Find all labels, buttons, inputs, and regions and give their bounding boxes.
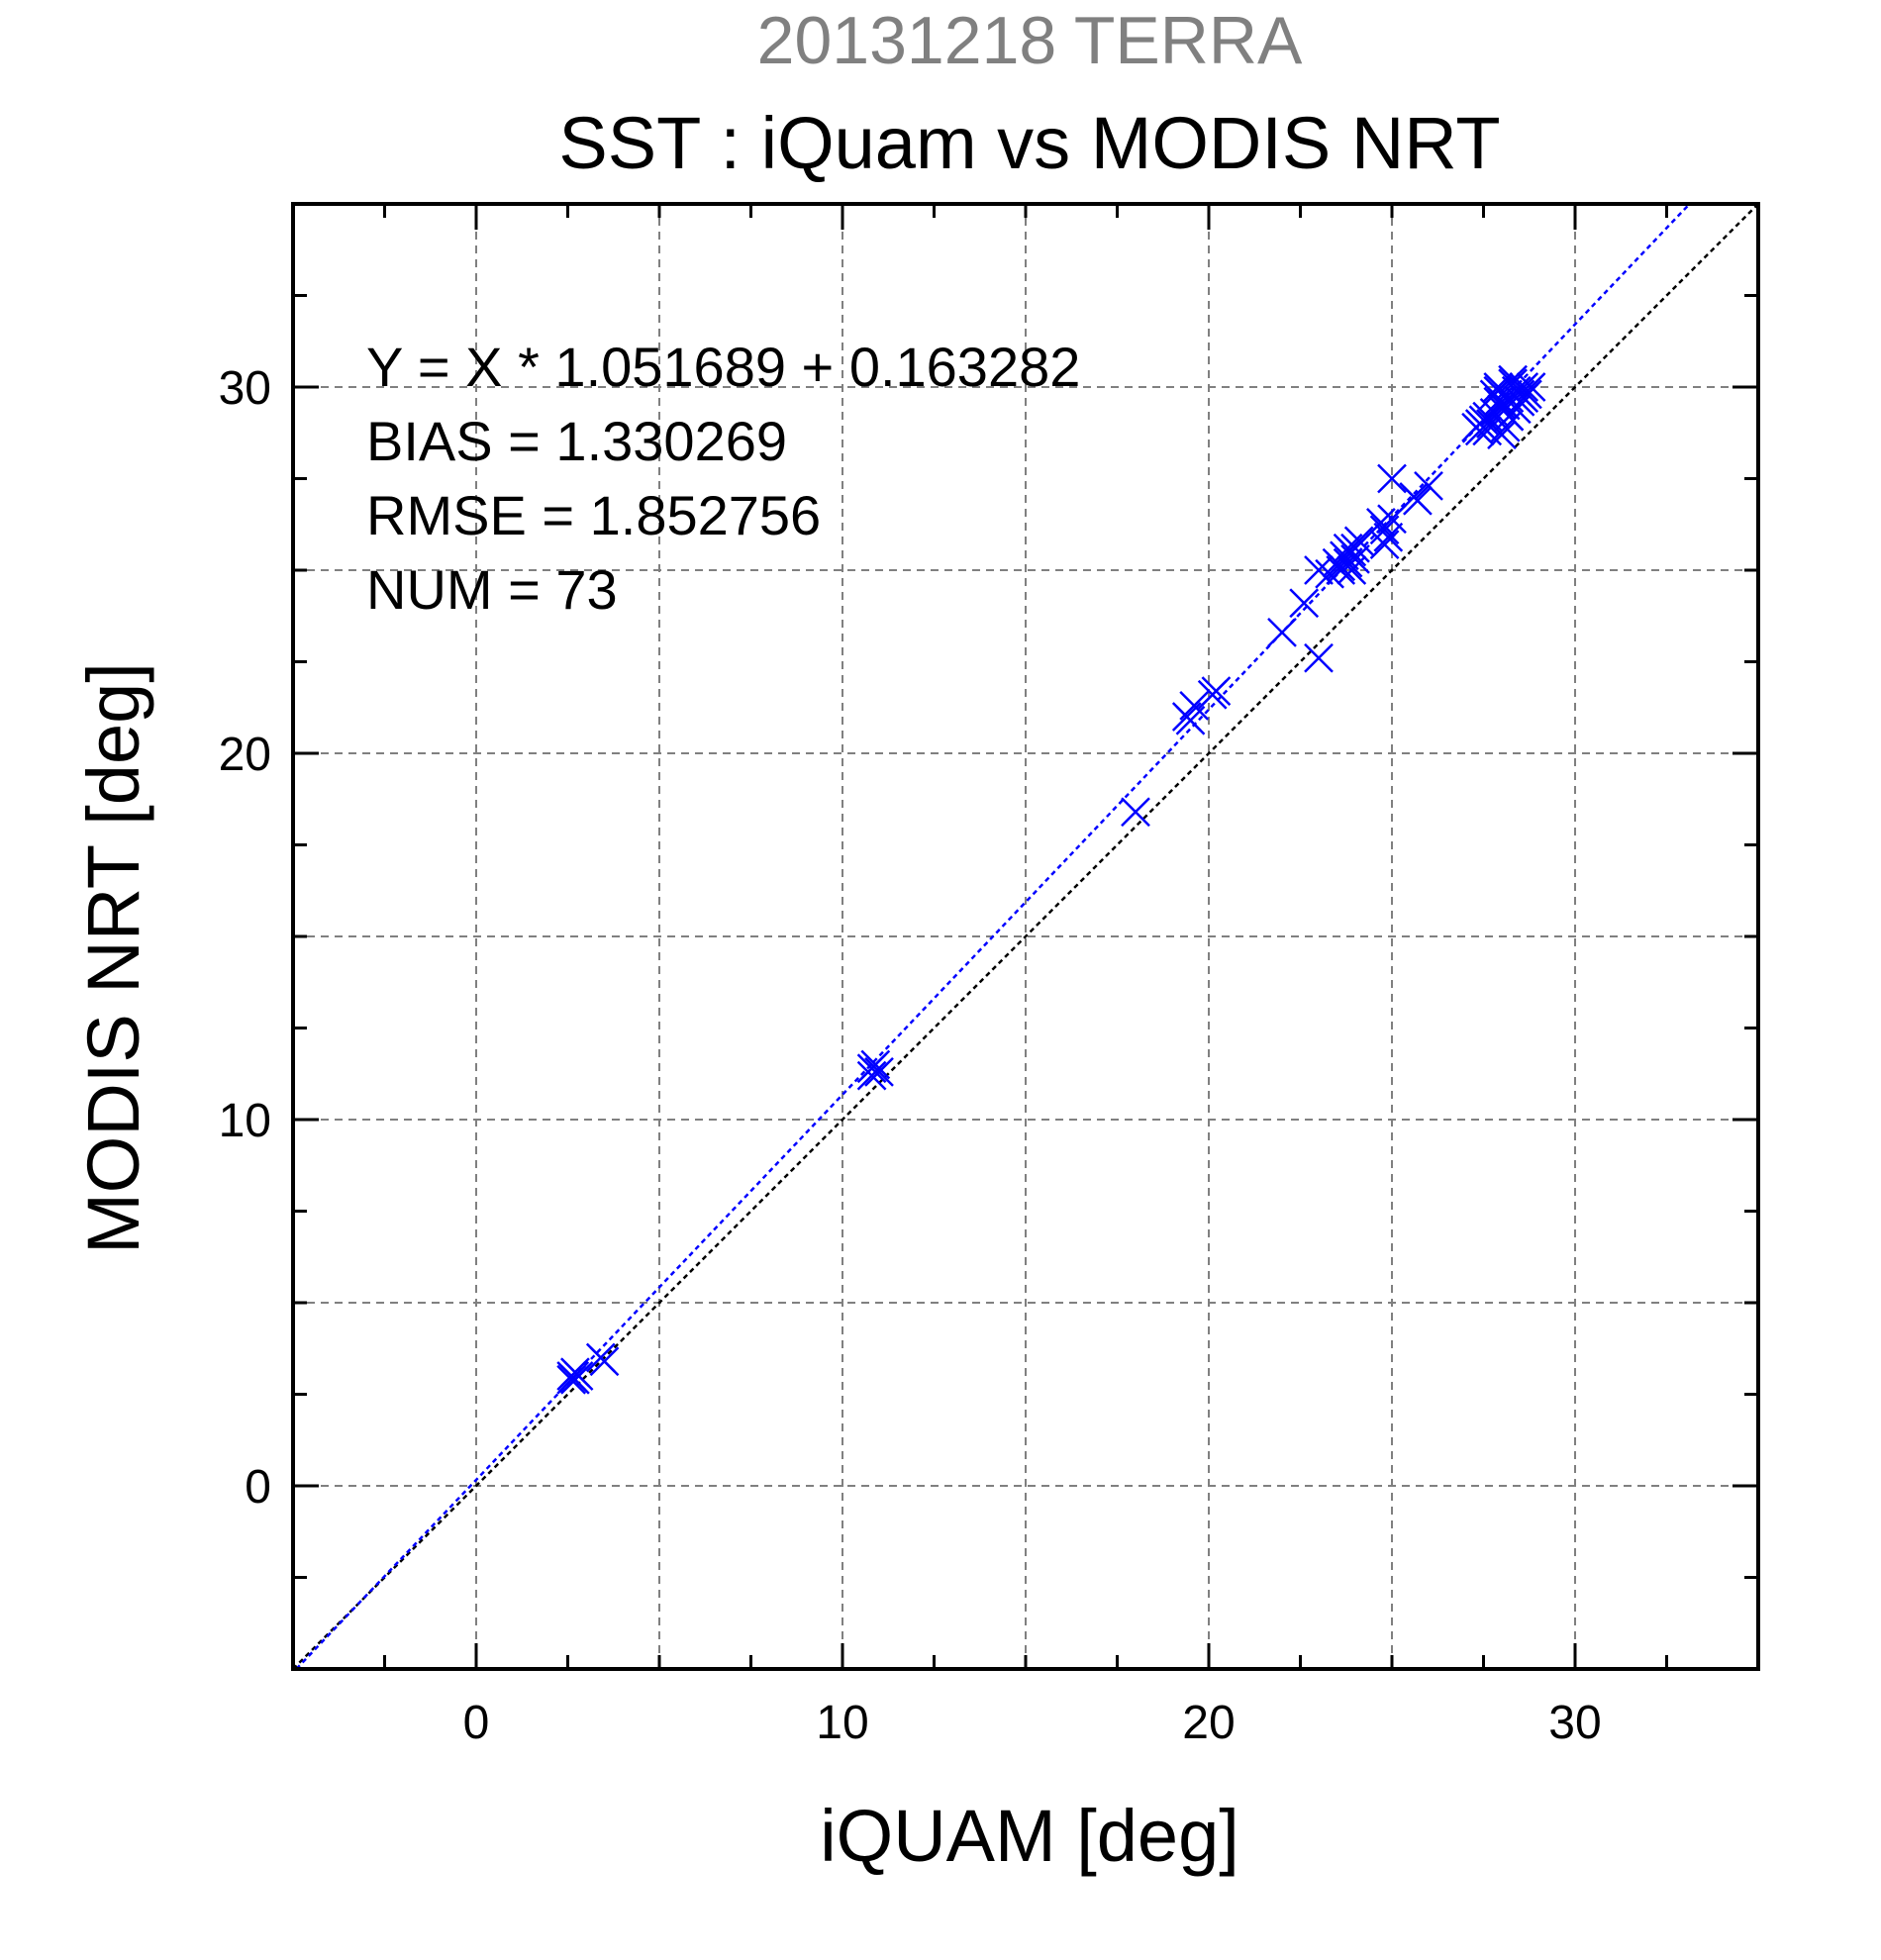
data-point xyxy=(1289,588,1320,619)
y-tick-label: 20 xyxy=(219,729,271,781)
x-tick-label: 20 xyxy=(1182,1697,1235,1749)
y-tick-label: 0 xyxy=(245,1461,271,1514)
data-point xyxy=(1333,547,1363,578)
x-tick-label: 10 xyxy=(816,1697,868,1749)
data-point-stroke xyxy=(1333,547,1363,578)
data-point xyxy=(560,1364,590,1395)
data-point-stroke xyxy=(1326,551,1356,582)
data-point xyxy=(1377,463,1407,494)
data-point xyxy=(1494,401,1525,432)
data-point-stroke xyxy=(1403,485,1433,516)
data-point xyxy=(1403,485,1433,516)
data-point-stroke xyxy=(1498,368,1528,399)
stats-line-rmse: RMSE = 1.852756 xyxy=(366,484,821,546)
data-point-stroke xyxy=(560,1364,590,1395)
data-point-stroke xyxy=(1377,504,1407,535)
data-point-stroke xyxy=(1304,555,1334,585)
data-point xyxy=(856,1060,887,1091)
x-axis-label: iQUAM [deg] xyxy=(820,1795,1239,1877)
data-point-stroke xyxy=(1304,642,1334,673)
data-point-stroke xyxy=(1472,416,1503,446)
data-point xyxy=(1201,676,1232,706)
data-point-stroke xyxy=(1494,401,1525,432)
data-point xyxy=(1304,642,1334,673)
fit-line xyxy=(295,203,1691,1670)
data-point-stroke xyxy=(1373,522,1404,552)
data-point xyxy=(1343,526,1374,556)
axis-ticks xyxy=(293,204,1758,1669)
data-point xyxy=(1377,504,1407,535)
data-point xyxy=(1336,555,1367,585)
y-tick-label: 30 xyxy=(219,362,271,415)
chart-supertitle: 20131218 TERRA xyxy=(757,3,1303,78)
data-point xyxy=(1464,416,1495,446)
data-point-stroke xyxy=(1483,375,1514,406)
identity-line xyxy=(292,203,1759,1670)
data-point xyxy=(860,1049,891,1080)
data-point-stroke xyxy=(1487,390,1517,421)
data-point xyxy=(1516,372,1546,402)
data-point xyxy=(864,1057,894,1087)
data-point xyxy=(1487,386,1517,417)
reference-lines xyxy=(292,203,1759,1670)
x-tick-label: 0 xyxy=(463,1697,490,1749)
data-point-stroke xyxy=(1369,530,1400,559)
data-point-stroke xyxy=(1498,364,1528,395)
data-point-stroke xyxy=(1289,588,1320,619)
tick-labels: 0 10 20 30 0 10 20 30 xyxy=(219,362,1602,1749)
data-point-stroke xyxy=(864,1057,894,1087)
data-point-stroke xyxy=(1377,463,1407,494)
data-point xyxy=(1171,702,1202,732)
data-point xyxy=(1369,530,1400,559)
data-point-stroke xyxy=(1336,555,1367,585)
data-point-stroke xyxy=(1340,533,1370,563)
data-point-stroke xyxy=(1487,386,1517,417)
data-point-stroke xyxy=(1414,471,1443,501)
chart-title: SST : iQuam vs MODIS NRT xyxy=(558,102,1500,184)
data-point-stroke xyxy=(860,1049,891,1080)
data-point xyxy=(1267,618,1297,647)
data-point-stroke xyxy=(1343,526,1374,556)
y-tick-label: 10 xyxy=(219,1095,271,1147)
data-point-stroke xyxy=(1171,702,1202,732)
data-points xyxy=(556,364,1546,1395)
data-point xyxy=(1340,544,1370,574)
data-point-stroke xyxy=(589,1346,620,1377)
data-point-stroke xyxy=(856,1060,887,1091)
x-tick-label: 30 xyxy=(1548,1697,1601,1749)
data-point-stroke xyxy=(1516,372,1546,402)
stats-line-equation: Y = X * 1.051689 + 0.163282 xyxy=(366,336,1080,398)
stats-line-bias: BIAS = 1.330269 xyxy=(366,410,787,472)
data-point xyxy=(1121,797,1150,828)
plot-frame xyxy=(291,202,1760,1671)
data-point xyxy=(1414,471,1443,501)
data-point-stroke xyxy=(1121,797,1150,828)
data-point-stroke xyxy=(1464,416,1495,446)
stats-annotation: Y = X * 1.051689 + 0.163282 BIAS = 1.330… xyxy=(366,336,1080,621)
data-point xyxy=(556,1364,587,1395)
data-point xyxy=(1326,551,1356,582)
data-point-stroke xyxy=(556,1364,587,1395)
stats-line-num: NUM = 73 xyxy=(366,558,618,621)
data-point xyxy=(1483,375,1514,406)
data-point-stroke xyxy=(1340,544,1370,574)
data-point-stroke xyxy=(1267,618,1297,647)
data-point xyxy=(1498,368,1528,399)
data-point-stroke xyxy=(1201,676,1232,706)
data-point xyxy=(1373,522,1404,552)
y-axis-label: MODIS NRT [deg] xyxy=(72,662,154,1254)
data-point xyxy=(589,1346,620,1377)
